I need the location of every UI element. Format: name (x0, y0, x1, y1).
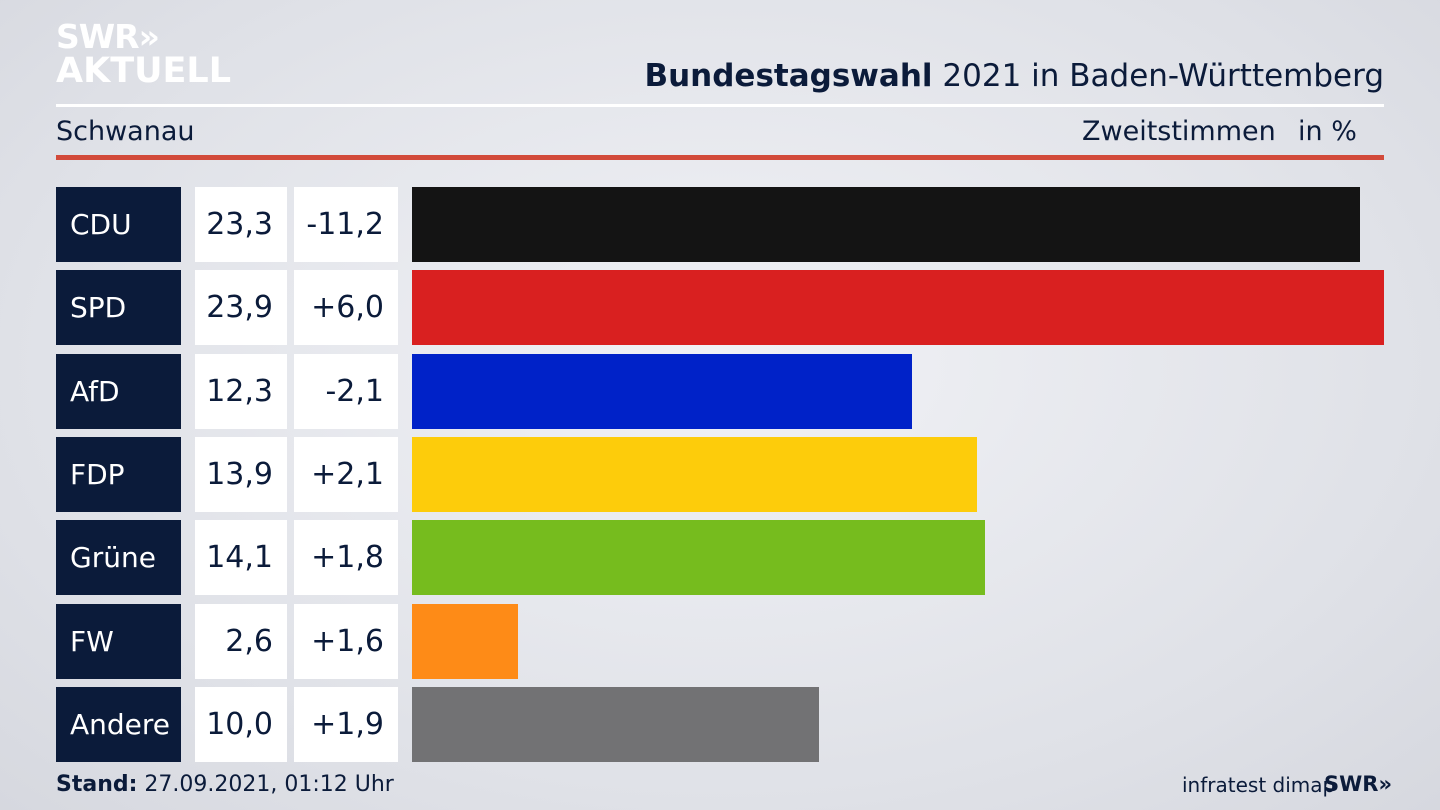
change-value: +1,6 (294, 603, 398, 679)
change-value: -2,1 (294, 353, 398, 429)
party-label: FDP (56, 436, 181, 512)
swr-logo: SWR» (1324, 772, 1393, 796)
party-row: Grüne 14,1 +1,8 (0, 520, 1440, 596)
party-row: FW 2,6 +1,6 (0, 603, 1440, 679)
bar-grüne (412, 520, 985, 596)
timestamp-value: 27.09.2021, 01:12 Uhr (137, 772, 394, 797)
party-label: AfD (56, 353, 181, 429)
share-value: 14,1 (195, 520, 287, 596)
logo-line-1: SWR» (56, 17, 160, 56)
bar-fw (412, 603, 518, 679)
metric-label: Zweitstimmen (1082, 116, 1276, 147)
party-row: Andere 10,0 +1,9 (0, 686, 1440, 762)
swr-aktuell-logo: SWR» AKTUELL (56, 17, 231, 90)
share-value: 23,9 (195, 270, 287, 346)
party-label: Grüne (56, 520, 181, 596)
share-value: 23,3 (195, 187, 287, 262)
bar-cdu (412, 187, 1360, 262)
party-row: CDU 23,3 -11,2 (0, 187, 1440, 262)
party-label: CDU (56, 187, 181, 262)
share-value: 13,9 (195, 436, 287, 512)
party-row: FDP 13,9 +2,1 (0, 436, 1440, 512)
party-row: SPD 23,9 +6,0 (0, 270, 1440, 346)
chart-title-bold: Bundestagswahl (644, 58, 933, 94)
change-value: -11,2 (294, 187, 398, 262)
chart-title-rest: 2021 in Baden-Württemberg (932, 58, 1384, 94)
bar-andere (412, 686, 819, 762)
place-name: Schwanau (56, 116, 195, 147)
share-value: 12,3 (195, 353, 287, 429)
accent-divider (56, 155, 1384, 160)
change-value: +6,0 (294, 270, 398, 346)
change-value: +1,8 (294, 520, 398, 596)
chart-title: Bundestagswahl 2021 in Baden-Württemberg (644, 58, 1384, 94)
timestamp-label: Stand: (56, 772, 138, 797)
party-row: AfD 12,3 -2,1 (0, 353, 1440, 429)
change-value: +1,9 (294, 686, 398, 762)
bar-fdp (412, 436, 977, 512)
header-divider (56, 104, 1384, 107)
party-label: Andere (56, 686, 181, 762)
change-value: +2,1 (294, 436, 398, 512)
timestamp: Stand: 27.09.2021, 01:12 Uhr (56, 772, 394, 797)
bar-spd (412, 270, 1384, 346)
share-value: 2,6 (195, 603, 287, 679)
bar-afd (412, 353, 912, 429)
share-value: 10,0 (195, 686, 287, 762)
party-label: SPD (56, 270, 181, 346)
party-label: FW (56, 603, 181, 679)
logo-line-2: AKTUELL (56, 51, 232, 91)
source-label: infratest dimap (1182, 773, 1336, 797)
unit-label: in % (1298, 116, 1357, 147)
